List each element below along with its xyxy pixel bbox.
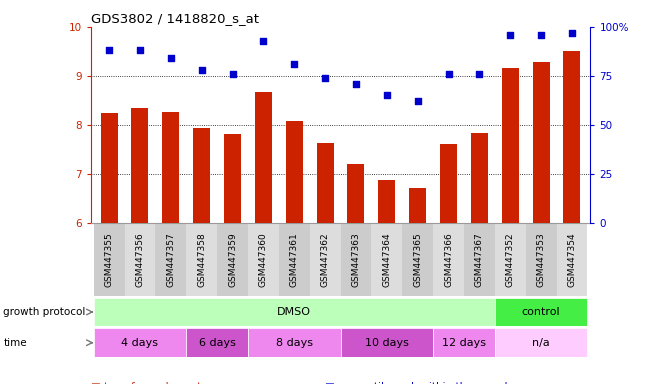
Bar	[217, 223, 248, 296]
Text: 12 days: 12 days	[442, 338, 486, 348]
Point	[350, 81, 361, 87]
Bar	[255, 91, 272, 223]
Text: GSM447361: GSM447361	[290, 232, 299, 286]
Bar	[156, 223, 187, 296]
Text: ■ transformed count: ■ transformed count	[91, 382, 201, 384]
Text: GSM447362: GSM447362	[321, 232, 329, 286]
Point	[566, 30, 577, 36]
Bar	[464, 223, 495, 296]
Bar	[556, 223, 587, 296]
Text: GSM447356: GSM447356	[136, 232, 144, 286]
Bar	[378, 180, 395, 223]
Bar	[187, 223, 217, 296]
Text: GSM447354: GSM447354	[568, 232, 576, 286]
Bar	[286, 121, 303, 223]
Bar	[187, 328, 248, 357]
Bar	[502, 68, 519, 223]
Bar	[310, 223, 340, 296]
Point	[474, 71, 484, 77]
Bar	[433, 223, 464, 296]
Text: control: control	[522, 307, 560, 317]
Text: GSM447365: GSM447365	[413, 232, 422, 286]
Text: GDS3802 / 1418820_s_at: GDS3802 / 1418820_s_at	[91, 12, 258, 25]
Text: GSM447358: GSM447358	[197, 232, 206, 286]
Text: time: time	[3, 338, 27, 348]
Bar	[495, 223, 525, 296]
Bar	[279, 223, 310, 296]
Bar	[495, 328, 587, 357]
Point	[258, 38, 269, 44]
Bar	[341, 223, 371, 296]
Bar	[564, 51, 580, 223]
Bar	[341, 328, 433, 357]
Text: GSM447355: GSM447355	[105, 232, 113, 286]
Bar	[495, 298, 587, 326]
Bar	[317, 143, 333, 223]
Bar	[101, 113, 117, 223]
Point	[289, 61, 300, 67]
Text: ■ percentile rank within the sample: ■ percentile rank within the sample	[325, 382, 514, 384]
Point	[227, 71, 238, 77]
Text: GSM447360: GSM447360	[259, 232, 268, 286]
Bar	[471, 133, 488, 223]
Bar	[409, 189, 426, 223]
Text: 10 days: 10 days	[365, 338, 409, 348]
Text: 4 days: 4 days	[121, 338, 158, 348]
Text: DMSO: DMSO	[277, 307, 311, 317]
Point	[505, 31, 515, 38]
Point	[535, 31, 546, 38]
Point	[381, 92, 392, 98]
Bar	[193, 128, 210, 223]
Bar	[371, 223, 402, 296]
Text: GSM447363: GSM447363	[352, 232, 360, 286]
Bar	[440, 144, 457, 223]
Point	[104, 47, 115, 53]
Point	[443, 71, 454, 77]
Bar	[162, 112, 179, 223]
Point	[166, 55, 176, 61]
Text: GSM447352: GSM447352	[506, 232, 515, 286]
Text: GSM447357: GSM447357	[166, 232, 175, 286]
Text: GSM447353: GSM447353	[537, 232, 546, 286]
Bar	[525, 223, 556, 296]
Text: 8 days: 8 days	[276, 338, 313, 348]
Text: GSM447367: GSM447367	[475, 232, 484, 286]
Bar	[94, 223, 125, 296]
Bar	[402, 223, 433, 296]
Point	[412, 98, 423, 104]
Bar	[94, 298, 495, 326]
Point	[197, 67, 207, 73]
Text: growth protocol: growth protocol	[3, 307, 86, 317]
Text: n/a: n/a	[532, 338, 550, 348]
Text: GSM447366: GSM447366	[444, 232, 453, 286]
Bar	[533, 62, 550, 223]
Point	[135, 47, 146, 53]
Bar	[348, 164, 364, 223]
Bar	[433, 328, 495, 357]
Bar	[94, 328, 187, 357]
Bar	[248, 223, 279, 296]
Text: GSM447359: GSM447359	[228, 232, 237, 286]
Text: GSM447364: GSM447364	[382, 232, 391, 286]
Bar	[125, 223, 156, 296]
Bar	[132, 108, 148, 223]
Bar	[248, 328, 341, 357]
Point	[320, 75, 331, 81]
Text: 6 days: 6 days	[199, 338, 236, 348]
Bar	[224, 134, 241, 223]
